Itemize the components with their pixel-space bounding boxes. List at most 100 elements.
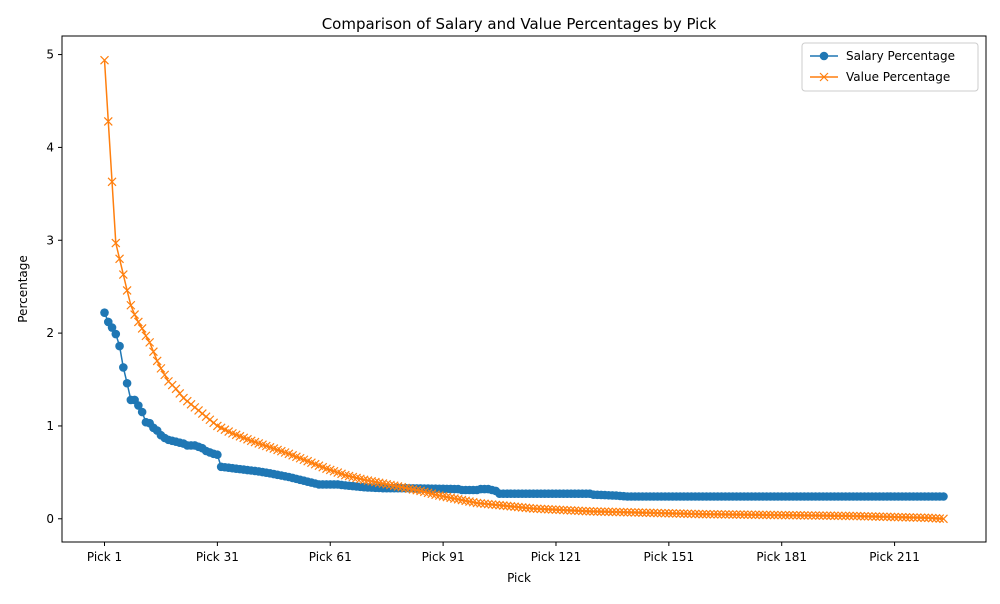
salary-point — [107, 323, 117, 332]
legend-label-value: Value Percentage — [846, 70, 950, 84]
value-point — [796, 510, 805, 520]
value-point — [596, 507, 606, 517]
value-point — [893, 512, 903, 522]
value-point — [566, 506, 576, 515]
y-tick-label: 3 — [46, 233, 54, 247]
value-point — [860, 511, 869, 521]
salary-point — [213, 450, 222, 460]
value-point — [728, 510, 738, 519]
value-point — [878, 512, 888, 522]
value-point — [133, 317, 143, 327]
salary-point — [119, 363, 128, 372]
value-point — [122, 285, 132, 295]
value-point — [483, 499, 493, 509]
x-axis-label: Pick — [507, 571, 531, 585]
value-point — [908, 513, 918, 522]
value-point — [664, 508, 674, 518]
salary-point — [939, 492, 948, 501]
x-tick-label: Pick 61 — [309, 550, 352, 564]
value-point — [848, 511, 858, 521]
value-point — [495, 500, 504, 510]
value-point — [540, 504, 550, 514]
legend-item-value: Value Percentage — [810, 70, 950, 84]
value-point — [615, 507, 625, 517]
value-point — [743, 510, 753, 520]
value-point — [841, 511, 851, 521]
value-point — [829, 511, 839, 521]
value-point — [739, 510, 749, 520]
value-point — [476, 498, 486, 508]
value-point — [916, 513, 926, 523]
value-point — [148, 347, 158, 357]
value-point — [882, 512, 892, 522]
value-point — [525, 503, 535, 513]
value-point — [660, 508, 670, 518]
value-point — [912, 513, 922, 523]
value-point — [781, 510, 790, 520]
value-point — [762, 510, 772, 520]
value-point — [634, 508, 644, 517]
value-point — [152, 356, 162, 366]
value-point — [856, 511, 866, 521]
x-tick-label: Pick 211 — [869, 550, 920, 564]
value-point — [927, 513, 937, 523]
salary-point — [111, 329, 121, 339]
value-point — [935, 514, 945, 523]
value-point — [750, 510, 760, 520]
value-point — [551, 505, 561, 515]
value-point — [559, 505, 568, 515]
legend: Salary Percentage Value Percentage — [801, 42, 979, 92]
value-point — [506, 501, 516, 511]
value-point — [592, 507, 602, 516]
value-point — [713, 509, 723, 519]
x-tick-label: Pick 151 — [644, 550, 695, 564]
value-point — [826, 511, 836, 521]
salary-point — [100, 308, 109, 317]
value-point — [547, 505, 557, 514]
value-point — [690, 509, 700, 519]
value-point — [758, 510, 768, 520]
value-point — [766, 510, 775, 520]
value-point — [901, 512, 911, 522]
salary-point — [122, 378, 132, 388]
value-point — [818, 511, 828, 521]
value-point — [600, 507, 610, 517]
value-point — [528, 504, 538, 514]
value-series — [100, 55, 948, 524]
value-point — [686, 509, 696, 519]
value-point — [890, 512, 900, 522]
x-tick-label: Pick 31 — [196, 550, 239, 564]
value-point — [589, 507, 599, 516]
value-point — [626, 507, 636, 517]
value-point — [544, 504, 553, 514]
value-point — [570, 506, 580, 516]
value-point — [694, 509, 704, 519]
x-tick-label: Pick 121 — [531, 550, 582, 564]
value-point — [698, 509, 708, 519]
value-point — [747, 510, 757, 520]
value-point — [115, 254, 124, 264]
value-point — [792, 510, 802, 520]
value-point — [656, 508, 666, 518]
value-point — [510, 502, 520, 512]
value-point — [107, 177, 117, 187]
value-point — [920, 513, 930, 523]
value-point — [807, 511, 817, 520]
value-point — [574, 506, 583, 516]
value-point — [517, 503, 527, 512]
value-point — [702, 509, 711, 519]
chart-title: Comparison of Salary and Value Percentag… — [322, 15, 717, 33]
value-point — [822, 511, 832, 521]
value-point — [513, 502, 523, 512]
x-tick-label: Pick 91 — [422, 550, 465, 564]
value-point — [852, 511, 862, 521]
value-point — [160, 370, 170, 380]
plot-frame — [61, 35, 987, 543]
value-point — [623, 507, 632, 517]
value-point — [491, 500, 501, 510]
salary-point — [134, 401, 143, 410]
x-tick-label: Pick 1 — [87, 550, 122, 564]
value-point — [577, 506, 587, 516]
value-point — [480, 499, 489, 509]
